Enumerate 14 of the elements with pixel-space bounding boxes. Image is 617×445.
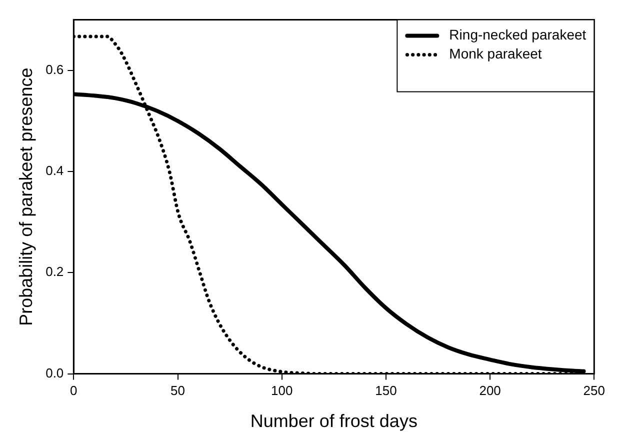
x-tick-label: 100 bbox=[271, 383, 293, 398]
y-tick-label: 0.4 bbox=[46, 163, 64, 178]
x-tick-label: 150 bbox=[375, 383, 397, 398]
x-tick-label: 200 bbox=[479, 383, 501, 398]
x-axis-title: Number of frost days bbox=[250, 411, 418, 432]
x-tick-label: 250 bbox=[583, 383, 606, 398]
legend-label: Ring-necked parakeet bbox=[449, 26, 586, 43]
y-tick-label: 0.2 bbox=[46, 264, 64, 280]
x-tick-label: 0 bbox=[70, 383, 78, 398]
y-tick-label: 0.0 bbox=[46, 365, 64, 380]
x-tick-label: 50 bbox=[170, 383, 186, 398]
y-tick-label: 0.6 bbox=[46, 62, 64, 77]
legend-label: Monk parakeet bbox=[449, 46, 542, 62]
y-axis-title: Probability of parakeet presence bbox=[16, 68, 36, 326]
